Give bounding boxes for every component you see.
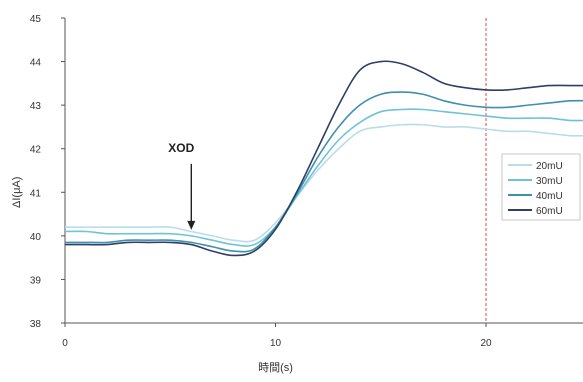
x-tick-label: 10 (270, 338, 282, 349)
axes (64, 18, 583, 324)
annotation-arrowhead (187, 220, 196, 230)
y-tick-label: 43 (30, 101, 42, 112)
series-line-30mU (65, 108, 583, 247)
legend-label-40mU: 40mU (536, 191, 563, 202)
y-axis-title: ΔI(μA) (11, 177, 23, 208)
y-tick-label: 40 (30, 232, 42, 243)
y-tick-label: 39 (30, 275, 42, 286)
annotation-label: XOD (168, 141, 194, 155)
annotation: XOD (168, 141, 196, 230)
series-line-40mU (65, 91, 583, 253)
x-tick-label: 0 (62, 338, 68, 349)
y-tick-label: 41 (30, 188, 42, 199)
series-line-60mU (65, 60, 583, 257)
x-axis-title: 時間(s) (258, 361, 293, 374)
y-tick-label: 45 (30, 14, 42, 25)
x-tick-label: 20 (480, 338, 492, 349)
tick-labels: 38 39 40 41 42 43 44 45 0 10 20 (30, 14, 492, 349)
series-line-20mU (65, 123, 583, 243)
legend: 20mU 30mU 40mU 60mU (501, 153, 581, 221)
y-tick-label: 42 (30, 145, 42, 156)
legend-label-20mU: 20mU (536, 161, 563, 172)
y-tick-label: 44 (30, 58, 42, 69)
legend-label-30mU: 30mU (536, 176, 563, 187)
series-lines (65, 60, 583, 257)
y-tick-label: 38 (30, 319, 42, 330)
legend-label-60mU: 60mU (536, 206, 563, 217)
